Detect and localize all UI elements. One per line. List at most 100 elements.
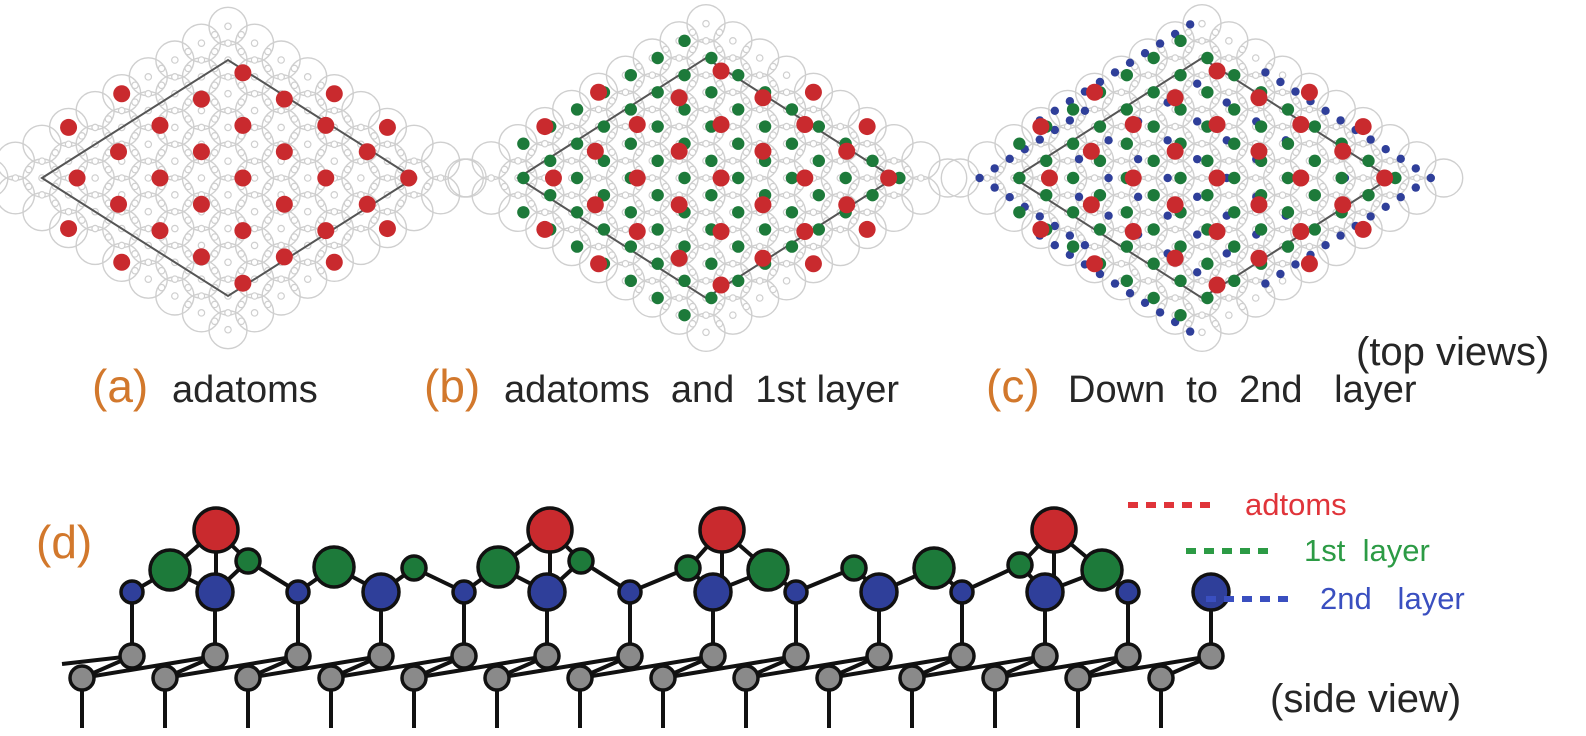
lattice-site	[224, 207, 232, 216]
lattice-site	[1265, 217, 1273, 225]
first-layer-atom	[1281, 206, 1295, 219]
lattice-site	[1211, 302, 1220, 311]
lattice-site	[330, 241, 339, 250]
lattice-site	[1345, 217, 1354, 225]
lattice-site	[1265, 62, 1273, 71]
lattice-site	[1104, 251, 1112, 259]
adatom	[1354, 220, 1372, 238]
second-layer-atom	[1261, 279, 1270, 288]
second-layer-atom	[1104, 173, 1113, 183]
lattice-site	[38, 157, 46, 165]
lattice-site	[224, 258, 232, 267]
first-layer-atom	[1147, 223, 1160, 236]
first-layer-atom	[1281, 137, 1295, 150]
adatom	[590, 83, 608, 101]
first-layer-atom	[1228, 171, 1241, 185]
lattice-site	[184, 64, 192, 73]
first-layer-atom	[1080, 548, 1124, 592]
lattice-site	[823, 148, 831, 157]
first-layer-atom	[732, 274, 745, 288]
first-layer-atom	[1228, 274, 1241, 288]
lattice-site	[1251, 294, 1260, 302]
first-layer-atom	[651, 51, 664, 65]
lattice-site	[1131, 199, 1139, 208]
adatom	[586, 196, 604, 214]
first-layer-atom	[1308, 188, 1322, 202]
lattice-site	[1292, 148, 1300, 157]
lattice-site	[317, 132, 325, 140]
second-layer-atom	[1396, 193, 1405, 202]
legend-adatom-label: adtoms	[1245, 487, 1347, 522]
lattice-site	[661, 302, 670, 311]
lattice-site	[1157, 199, 1166, 208]
lattice-site	[755, 105, 764, 114]
lattice-site	[715, 28, 724, 37]
lattice-site	[250, 157, 259, 165]
lattice-ring	[820, 89, 860, 130]
adatom	[712, 62, 730, 80]
first-layer-atom	[746, 548, 790, 592]
second-layer-atom	[1381, 145, 1390, 154]
lattice-site	[1198, 242, 1206, 251]
second-layer-atom	[1222, 98, 1231, 107]
lattice-site	[715, 148, 724, 157]
lattice-site	[277, 56, 285, 64]
lattice-site	[224, 39, 232, 47]
lattice-site	[370, 165, 378, 174]
lattice-site	[581, 234, 589, 242]
panel-b-letter: (b)	[424, 360, 480, 412]
lattice-site	[608, 217, 616, 225]
lattice-site	[1211, 45, 1220, 54]
first-layer-atom	[812, 223, 825, 236]
lattice-site	[197, 56, 206, 64]
first-layer-atom	[1201, 51, 1214, 65]
lattice-site	[24, 182, 33, 191]
adatom	[1040, 169, 1058, 187]
lattice-site	[554, 217, 563, 225]
lattice-site	[1225, 37, 1233, 45]
lattice-site	[1211, 268, 1220, 277]
lattice-site	[1278, 225, 1287, 234]
lattice-site	[688, 217, 697, 225]
lattice-site	[1359, 139, 1367, 148]
lattice-site	[608, 182, 616, 191]
lattice-site	[661, 217, 670, 225]
lattice-site	[303, 275, 312, 283]
first-layer-atom	[624, 206, 637, 219]
lattice-site	[769, 62, 777, 71]
lattice-site	[131, 266, 139, 275]
lattice-site	[635, 62, 643, 71]
lattice-site	[635, 79, 643, 88]
lattice-site	[1157, 62, 1166, 71]
first-layer-atom	[678, 274, 691, 288]
second-layer-atom	[1035, 135, 1044, 144]
first-layer-atom	[1066, 240, 1080, 253]
second-layer-atom	[1321, 241, 1330, 250]
first-layer-atom	[732, 171, 745, 185]
lattice-site	[1238, 234, 1247, 242]
adatom	[1250, 196, 1268, 214]
lattice-site	[264, 98, 272, 106]
adatom	[880, 169, 898, 187]
bond	[579, 654, 714, 680]
lattice-site	[210, 216, 219, 224]
adatom	[1250, 89, 1268, 107]
lattice-ring	[967, 175, 1007, 215]
lattice-site	[1372, 199, 1381, 208]
bond	[247, 654, 382, 680]
second-layer-atom	[1050, 241, 1060, 250]
lattice-site	[1265, 165, 1273, 174]
panel-c-caption: Down to 2nd layer	[1068, 369, 1417, 411]
first-layer-atom	[1147, 154, 1160, 168]
lattice-site	[171, 191, 179, 199]
first-layer-atom	[705, 188, 718, 202]
adatom	[1086, 255, 1104, 273]
lattice-site	[755, 242, 764, 251]
legend: adtoms 1st layer 2nd layer	[1128, 487, 1465, 616]
bulk-atom	[948, 642, 976, 670]
lattice-site	[688, 234, 697, 242]
lattice-site	[688, 199, 697, 208]
lattice-site	[1238, 199, 1247, 208]
lattice-site	[210, 132, 219, 140]
second-layer-atom	[1396, 154, 1405, 163]
